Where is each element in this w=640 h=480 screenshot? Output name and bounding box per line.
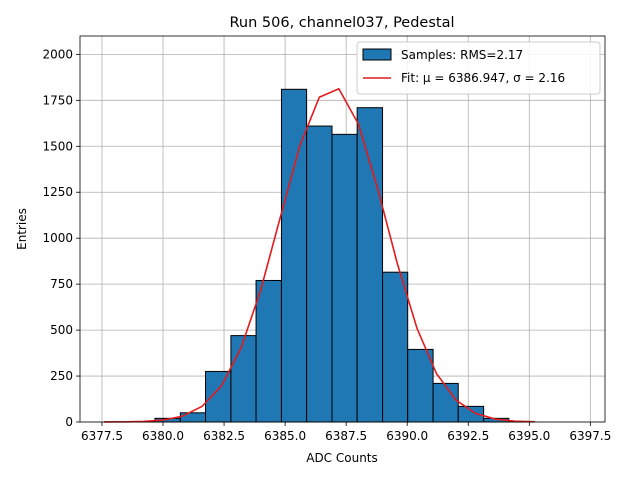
histogram-bar bbox=[407, 348, 434, 423]
histogram-bar bbox=[331, 133, 358, 423]
y-tick-label: 500 bbox=[50, 323, 73, 337]
histogram-bar bbox=[306, 125, 333, 423]
legend-label: Samples: RMS=2.17 bbox=[401, 48, 523, 62]
y-tick-label: 2000 bbox=[42, 47, 73, 61]
chart-title: Run 506, channel037, Pedestal bbox=[229, 15, 454, 31]
histogram-bar bbox=[205, 370, 232, 423]
y-tick-label: 1500 bbox=[42, 139, 73, 153]
x-tick-label: 6392.5 bbox=[447, 429, 489, 443]
x-tick-label: 6385.0 bbox=[264, 429, 306, 443]
histogram-bar bbox=[356, 107, 384, 423]
x-tick-label: 6387.5 bbox=[325, 429, 367, 443]
legend-swatch bbox=[362, 48, 392, 61]
y-tick-label: 1250 bbox=[42, 185, 73, 199]
y-tick-label: 250 bbox=[50, 369, 73, 383]
histogram-bar bbox=[255, 279, 282, 423]
histogram-bar bbox=[230, 335, 257, 423]
x-tick-label: 6397.5 bbox=[569, 429, 611, 443]
histogram-bar bbox=[179, 412, 207, 423]
histogram-bar bbox=[432, 382, 459, 423]
x-tick-label: 6390.0 bbox=[386, 429, 428, 443]
x-axis-label: ADC Counts bbox=[306, 451, 378, 465]
x-tick-label: 6395.0 bbox=[508, 429, 550, 443]
y-axis-label: Entries bbox=[15, 208, 29, 250]
x-tick-label: 6380.0 bbox=[142, 429, 184, 443]
plot-frame bbox=[79, 35, 606, 423]
x-tick-label: 6377.5 bbox=[81, 429, 123, 443]
x-tick-label: 6382.5 bbox=[203, 429, 245, 443]
y-tick-label: 750 bbox=[50, 277, 73, 291]
histogram-bar bbox=[382, 271, 409, 423]
y-tick-label: 1000 bbox=[42, 231, 73, 245]
y-tick-label: 0 bbox=[65, 415, 73, 429]
fit-line bbox=[104, 87, 535, 423]
legend-box bbox=[356, 41, 601, 95]
legend-label: Fit: μ = 6386.947, σ = 2.16 bbox=[401, 71, 565, 85]
y-tick-label: 1750 bbox=[42, 93, 73, 107]
